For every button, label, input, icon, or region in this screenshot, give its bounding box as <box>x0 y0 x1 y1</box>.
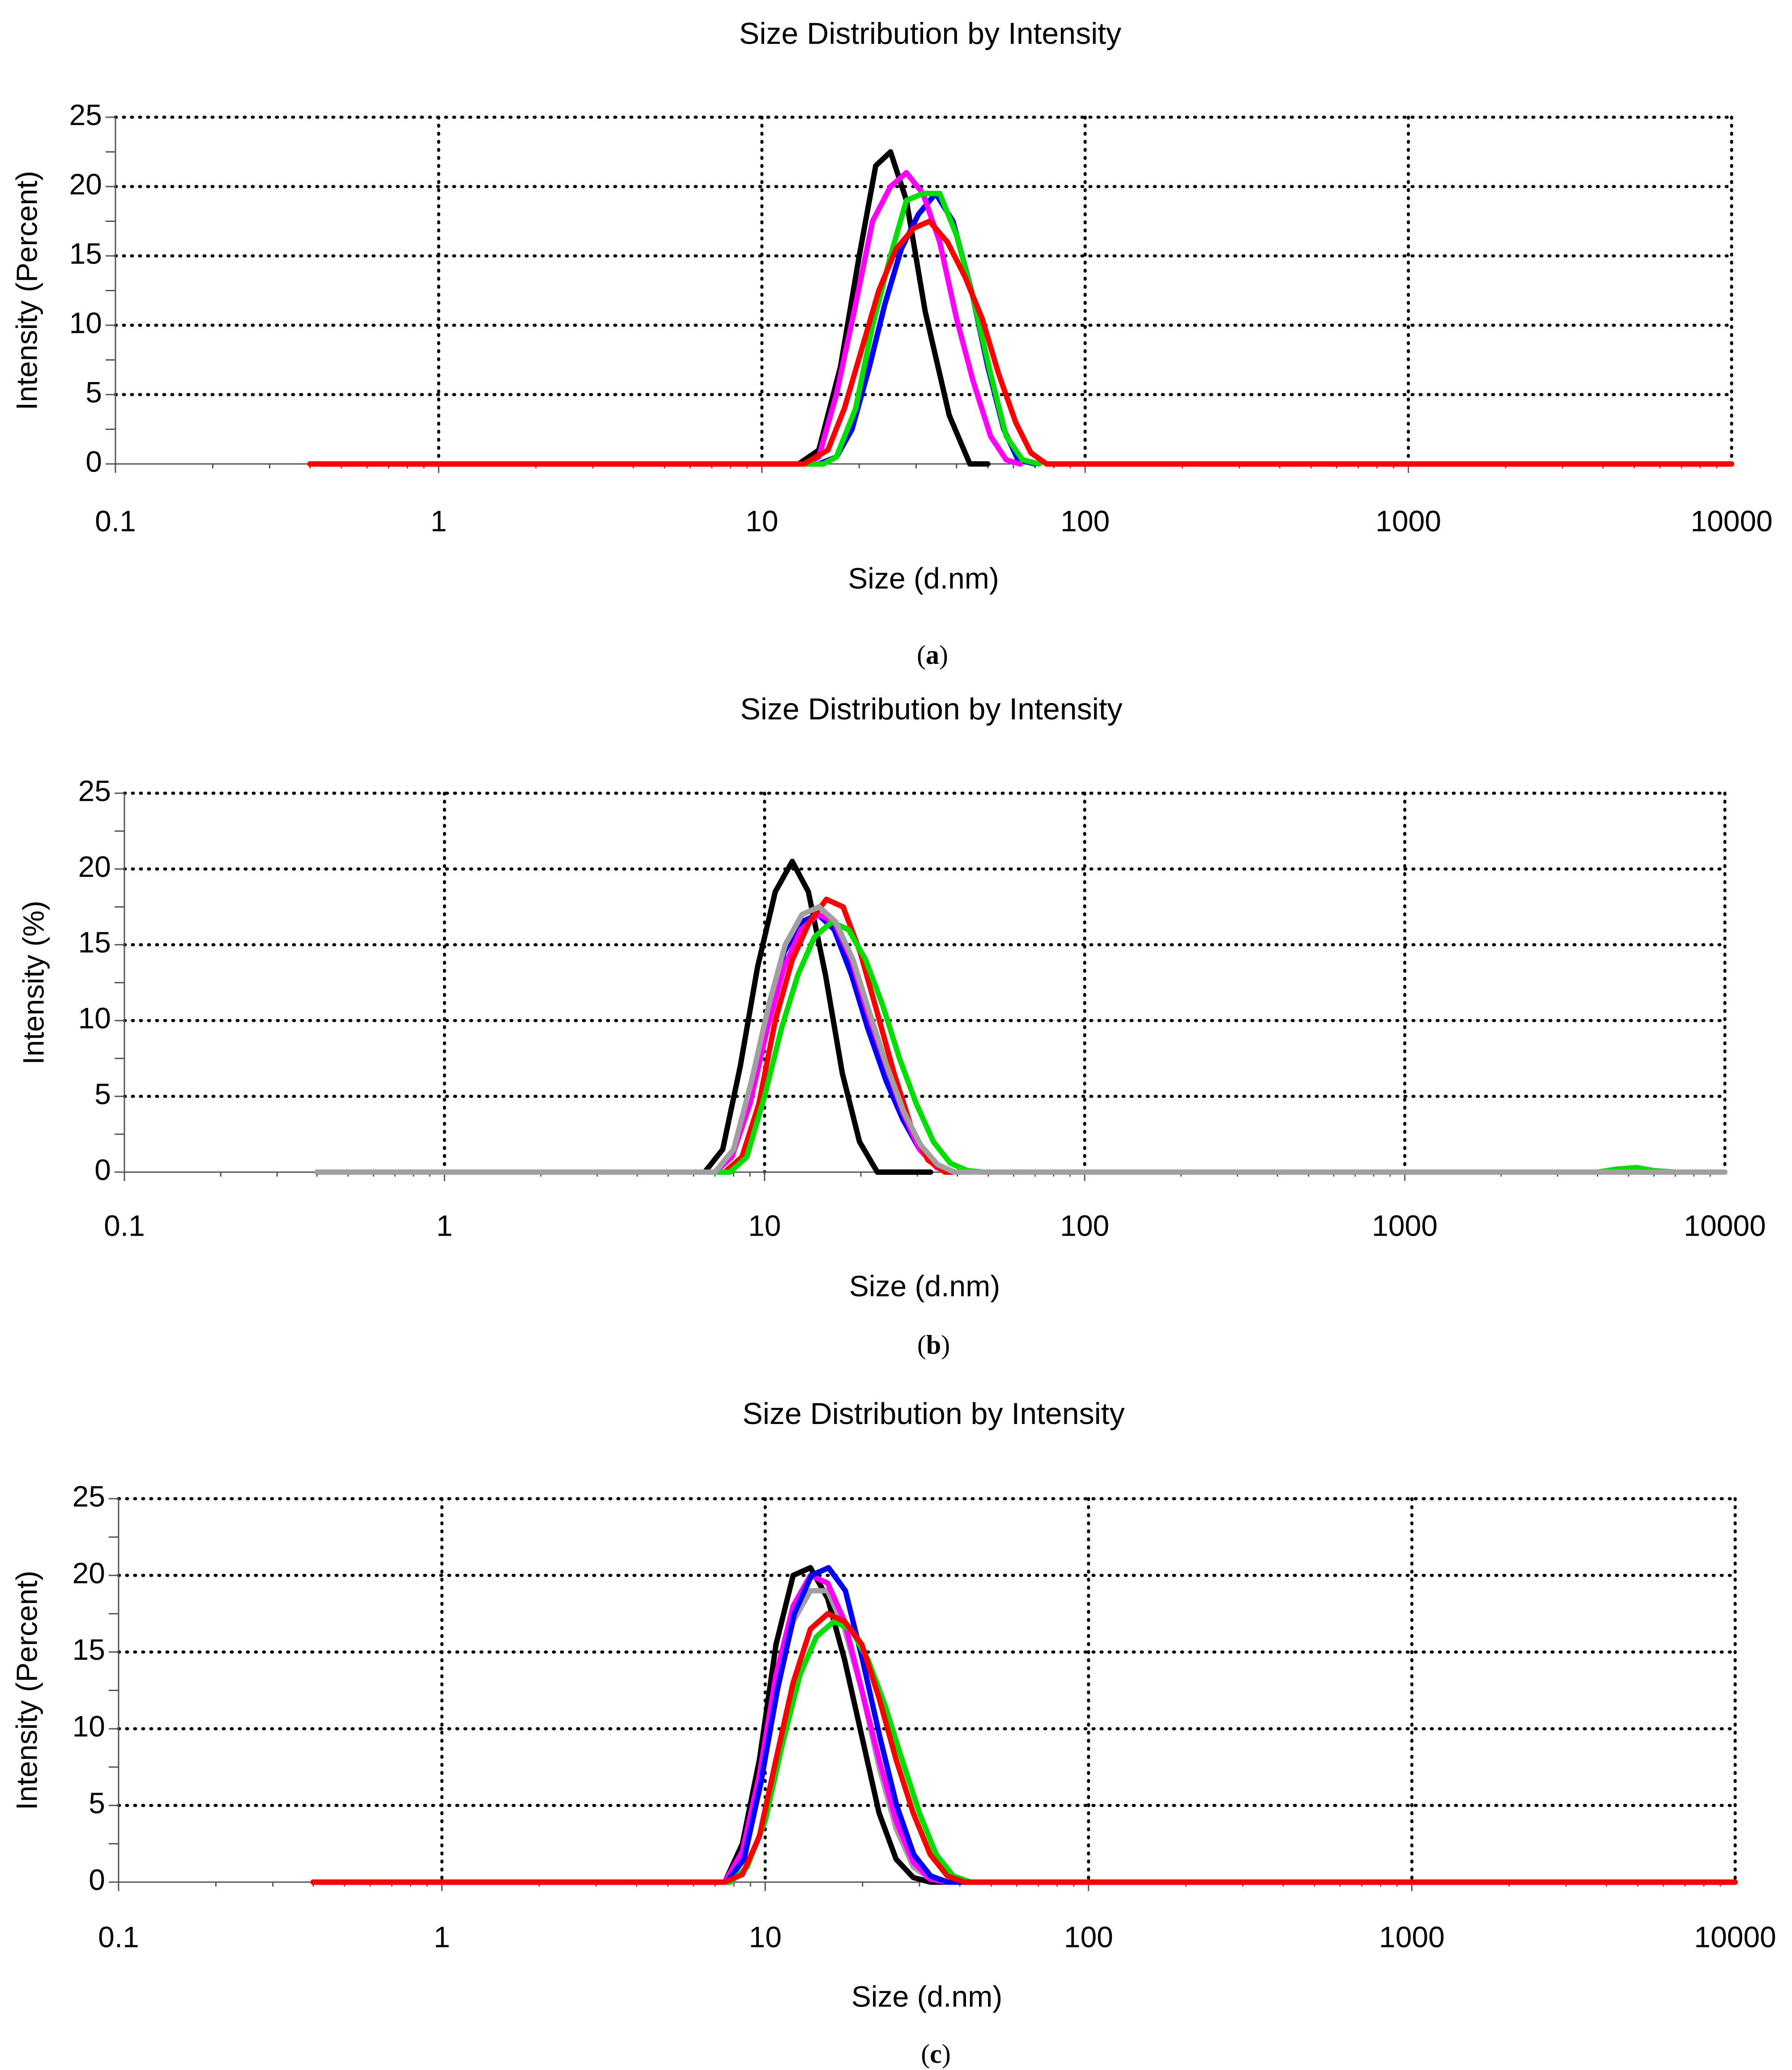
x-tick-label: 0.1 <box>104 1209 145 1242</box>
series-line-green <box>311 1619 991 1885</box>
series-line-green <box>307 191 1042 467</box>
y-axis-label: Intensity (%) <box>17 901 50 1065</box>
y-tick-label: 5 <box>94 1077 111 1110</box>
series-line-magenta <box>307 170 1023 467</box>
y-tick-label: 20 <box>78 850 111 883</box>
y-tick-label: 25 <box>69 98 102 131</box>
x-axis-label: Size (d.nm) <box>849 1269 1000 1302</box>
x-tick-label: 10000 <box>1684 1209 1766 1242</box>
x-tick-label: 1 <box>430 504 447 537</box>
series-line-blue <box>314 912 974 1175</box>
series-line-gray <box>314 904 1728 1175</box>
x-tick-label: 100 <box>1064 1920 1113 1953</box>
series-line-red <box>311 1611 1738 1885</box>
x-axis-label: Size (d.nm) <box>851 1980 1002 2013</box>
y-tick-label: 25 <box>78 774 111 807</box>
series-line-green <box>314 919 1678 1175</box>
y-tick-label: 0 <box>85 445 102 478</box>
caption-open: ( <box>917 640 926 670</box>
x-tick-label: 1000 <box>1379 1920 1445 1953</box>
x-tick-label: 100 <box>1060 1209 1109 1242</box>
y-tick-label: 15 <box>69 237 102 270</box>
series-line-black <box>307 149 991 467</box>
y-tick-label: 10 <box>72 1710 105 1743</box>
panel-caption: (c) <box>921 2039 951 2069</box>
x-tick-label: 10000 <box>1694 1920 1776 1953</box>
series-line-gray <box>311 1588 966 1885</box>
y-tick-label: 25 <box>72 1479 105 1513</box>
series-line-red <box>307 218 1734 467</box>
series-line-black <box>314 859 933 1175</box>
caption-label: b <box>926 1330 941 1360</box>
x-tick-label: 1 <box>436 1209 453 1242</box>
panel-caption: (a) <box>917 640 948 670</box>
y-tick-label: 20 <box>72 1556 105 1590</box>
chart-panel-b: Size Distribution by Intensity 0 5 10 15 20 25… <box>17 692 1766 1360</box>
x-axis-label: Size (d.nm) <box>848 561 999 595</box>
y-tick-label: 0 <box>94 1153 111 1186</box>
x-tick-label: 1 <box>434 1920 450 1953</box>
chart-title: Size Distribution by Intensity <box>742 1397 1124 1431</box>
x-tick-label: 1000 <box>1375 504 1441 537</box>
caption-close: ) <box>941 1330 950 1360</box>
caption-open: ( <box>921 2039 930 2069</box>
series-line-blue <box>307 191 1038 467</box>
y-axis-label: Intensity (Percent) <box>10 1571 43 1811</box>
chart-panel-a: Size Distribution by Intensity 0 5 10 15 20 25… <box>10 17 1772 670</box>
x-tick-label: 10 <box>749 1920 781 1953</box>
caption-close: ) <box>939 640 948 670</box>
y-tick-label: 15 <box>78 926 111 959</box>
caption-label: c <box>930 2039 942 2069</box>
x-tick-label: 10000 <box>1690 504 1773 537</box>
series-line-blue <box>311 1565 968 1885</box>
y-tick-label: 15 <box>72 1633 105 1666</box>
y-tick-label: 10 <box>78 1002 111 1035</box>
y-tick-label: 20 <box>69 167 102 200</box>
chart-panel-c: Size Distribution by Intensity 0 5 10 15 20 25… <box>10 1397 1776 2069</box>
y-tick-label: 5 <box>89 1786 105 1819</box>
x-tick-label: 100 <box>1060 504 1110 537</box>
x-tick-label: 10 <box>748 1209 781 1242</box>
panel-caption: (b) <box>917 1330 950 1360</box>
y-tick-label: 5 <box>85 375 102 408</box>
caption-label: a <box>926 640 939 670</box>
series-line-magenta <box>311 1573 966 1885</box>
caption-close: ) <box>942 2039 951 2069</box>
chart-title: Size Distribution by Intensity <box>740 692 1122 726</box>
x-tick-label: 0.1 <box>98 1920 139 1953</box>
x-tick-label: 10 <box>745 504 778 537</box>
x-tick-label: 1000 <box>1372 1209 1438 1242</box>
y-tick-label: 0 <box>89 1863 105 1896</box>
caption-open: ( <box>917 1330 926 1360</box>
x-tick-label: 0.1 <box>95 504 136 537</box>
y-tick-label: 10 <box>69 306 102 339</box>
chart-title: Size Distribution by Intensity <box>739 17 1121 51</box>
y-axis-label: Intensity (Percent) <box>10 171 43 411</box>
